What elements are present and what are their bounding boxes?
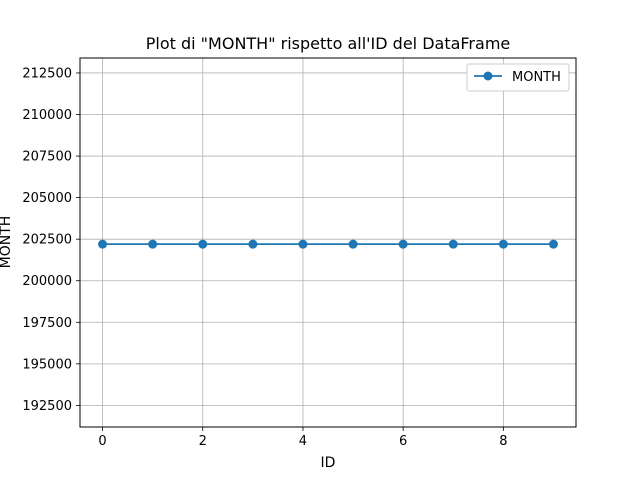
y-tick-label: 205000 <box>22 191 72 206</box>
data-point <box>198 239 208 249</box>
y-tick-label: 210000 <box>22 108 72 123</box>
plot-frame <box>79 57 577 428</box>
legend-marker-swatch <box>483 71 493 81</box>
chart-title: Plot di "MONTH" rispetto all'ID del Data… <box>146 34 511 53</box>
data-point <box>98 239 108 249</box>
x-tick-label: 2 <box>199 434 207 449</box>
legend: MONTH <box>466 63 570 92</box>
legend-label: MONTH <box>512 70 561 85</box>
y-tick-label: 195000 <box>22 357 72 372</box>
x-tick-label: 0 <box>98 434 106 449</box>
y-tick-label: 197500 <box>22 316 72 331</box>
data-point <box>298 239 308 249</box>
y-tick-label: 200000 <box>22 274 72 289</box>
x-tick-label: 4 <box>299 434 307 449</box>
legend-box <box>466 63 570 92</box>
y-tick-label: 192500 <box>22 399 72 414</box>
data-point <box>548 239 558 249</box>
x-axis-title: ID <box>321 455 336 471</box>
data-point <box>248 239 258 249</box>
data-point <box>398 239 408 249</box>
x-tick-label: 6 <box>399 434 407 449</box>
data-point <box>498 239 508 249</box>
y-tick-label: 207500 <box>22 150 72 165</box>
y-axis-ticks: 192500 195000 197500 200000 202500 205000 2075… <box>22 66 80 414</box>
y-tick-label: 212500 <box>22 66 72 81</box>
data-point <box>448 239 458 249</box>
y-tick-label: 202500 <box>22 233 72 248</box>
x-tick-label: 8 <box>499 434 507 449</box>
data-point <box>348 239 358 249</box>
y-axis-title: MONTH <box>0 216 14 269</box>
data-point <box>148 239 158 249</box>
plot-series <box>98 239 558 249</box>
x-axis-ticks: 0 2 4 6 8 <box>98 427 507 449</box>
